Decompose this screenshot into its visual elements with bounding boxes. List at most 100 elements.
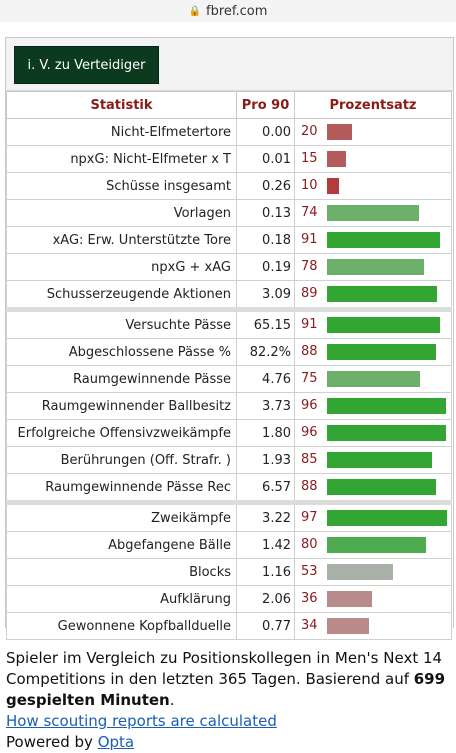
percentile-cell: 91	[294, 307, 452, 339]
percentile-cell: 75	[294, 365, 452, 393]
table-row: Schüsse insgesamt 0.26 10	[6, 172, 452, 200]
percentile-bar	[327, 479, 436, 495]
percentile-value: 88	[301, 479, 318, 494]
percentile-value: 96	[301, 398, 318, 413]
per90-value: 0.18	[236, 226, 295, 254]
per90-value: 3.22	[236, 500, 295, 532]
footer-description: Spieler im Vergleich zu Positionskollege…	[6, 649, 443, 688]
stat-name: Blocks	[6, 558, 237, 586]
per90-value: 1.80	[236, 419, 295, 447]
stat-name: Erfolgreiche Offensivzweikämpfe	[6, 419, 237, 447]
browser-url-bar[interactable]: 🔒 fbref.com	[0, 0, 456, 22]
table-row: Abgefangene Bälle 1.42 80	[6, 531, 452, 559]
table-row: Aufklärung 2.06 36	[6, 585, 452, 613]
header-statistik[interactable]: Statistik	[6, 91, 237, 119]
stat-name: Abgeschlossene Pässe %	[6, 338, 237, 366]
percentile-bar	[327, 371, 420, 387]
percentile-cell: 74	[294, 199, 452, 227]
percentile-value: 91	[301, 232, 318, 247]
percentile-cell: 15	[294, 145, 452, 173]
header-prozentsatz[interactable]: Prozentsatz	[294, 91, 452, 119]
percentile-bar	[327, 564, 393, 580]
percentile-cell: 97	[294, 500, 452, 532]
table-row: npxG + xAG 0.19 78	[6, 253, 452, 281]
percentile-cell: 34	[294, 612, 452, 640]
stat-name: Raumgewinnende Pässe Rec	[6, 473, 237, 503]
percentile-value: 89	[301, 286, 318, 301]
percentile-bar	[327, 452, 432, 468]
percentile-cell: 20	[294, 118, 452, 146]
url-text: fbref.com	[206, 3, 268, 19]
percentile-value: 97	[301, 510, 318, 525]
per90-value: 0.26	[236, 172, 295, 200]
table-row: Versuchte Pässe 65.15 91	[6, 307, 452, 339]
percentile-value: 96	[301, 425, 318, 440]
percentile-cell: 10	[294, 172, 452, 200]
stat-name: npxG + xAG	[6, 253, 237, 281]
percentile-bar	[327, 398, 446, 414]
percentile-bar	[327, 510, 447, 526]
percentile-cell: 53	[294, 558, 452, 586]
percentile-value: 75	[301, 371, 318, 386]
percentile-cell: 96	[294, 419, 452, 447]
stat-name: Vorlagen	[6, 199, 237, 227]
percentile-bar	[327, 344, 436, 360]
scouting-calculation-link[interactable]: How scouting reports are calculated	[6, 712, 277, 730]
stat-name: Raumgewinnender Ballbesitz	[6, 392, 237, 420]
percentile-value: 80	[301, 537, 318, 552]
per90-value: 4.76	[236, 365, 295, 393]
table-row: Vorlagen 0.13 74	[6, 199, 452, 227]
percentile-bar	[327, 178, 339, 194]
opta-link[interactable]: Opta	[97, 733, 135, 751]
table-row: Gewonnene Kopfballduelle 0.77 34	[6, 612, 452, 640]
percentile-bar	[327, 205, 419, 221]
percentile-value: 36	[301, 591, 318, 606]
table-row: Abgeschlossene Pässe % 82.2% 88	[6, 338, 452, 366]
percentile-cell: 80	[294, 531, 452, 559]
percentile-bar	[327, 591, 372, 607]
percentile-value: 53	[301, 564, 318, 579]
stat-name: Versuchte Pässe	[6, 307, 237, 339]
per90-value: 0.19	[236, 253, 295, 281]
percentile-value: 10	[301, 178, 318, 193]
table-row: npxG: Nicht-Elfmeter x T 0.01 15	[6, 145, 452, 173]
per90-value: 3.09	[236, 280, 295, 310]
percentile-bar	[327, 232, 440, 248]
percentile-bar	[327, 286, 437, 302]
position-comparison-button[interactable]: i. V. zu Verteidiger	[14, 46, 159, 84]
percentile-value: 78	[301, 259, 318, 274]
per90-value: 0.00	[236, 118, 295, 146]
percentile-cell: 89	[294, 280, 452, 310]
stat-name: Abgefangene Bälle	[6, 531, 237, 559]
per90-value: 6.57	[236, 473, 295, 503]
percentile-value: 91	[301, 317, 318, 332]
table-row: Erfolgreiche Offensivzweikämpfe 1.80 96	[6, 419, 452, 447]
per90-value: 0.01	[236, 145, 295, 173]
table-row: xAG: Erw. Unterstützte Tore 0.18 91	[6, 226, 452, 254]
header-pro-90[interactable]: Pro 90	[236, 91, 295, 119]
percentile-value: 88	[301, 344, 318, 359]
percentile-bar	[327, 618, 369, 634]
percentile-bar	[327, 425, 446, 441]
per90-value: 0.77	[236, 612, 295, 640]
stat-name: Gewonnene Kopfballduelle	[6, 612, 237, 640]
table-row: Nicht-Elfmetertore 0.00 20	[6, 118, 452, 146]
stat-name: Berührungen (Off. Strafr. )	[6, 446, 237, 474]
per90-value: 2.06	[236, 585, 295, 613]
stat-name: Schusserzeugende Aktionen	[6, 280, 237, 310]
lock-icon: 🔒	[188, 5, 202, 17]
percentile-value: 20	[301, 124, 318, 139]
table-body: Nicht-Elfmetertore 0.00 20 npxG: Nicht-Elfm…	[6, 118, 452, 640]
table-header-row: Statistik Pro 90 Prozentsatz	[6, 91, 452, 119]
per90-value: 1.93	[236, 446, 295, 474]
percentile-bar	[327, 259, 424, 275]
percentile-cell: 85	[294, 446, 452, 474]
percentile-cell: 96	[294, 392, 452, 420]
table-row: Zweikämpfe 3.22 97	[6, 500, 452, 532]
table-row: Raumgewinnende Pässe Rec 6.57 88	[6, 473, 452, 503]
per90-value: 65.15	[236, 307, 295, 339]
percentile-cell: 88	[294, 473, 452, 503]
percentile-table: Statistik Pro 90 Prozentsatz Nicht-Elfme…	[6, 91, 452, 640]
table-row: Raumgewinnender Ballbesitz 3.73 96	[6, 392, 452, 420]
percentile-bar	[327, 317, 440, 333]
